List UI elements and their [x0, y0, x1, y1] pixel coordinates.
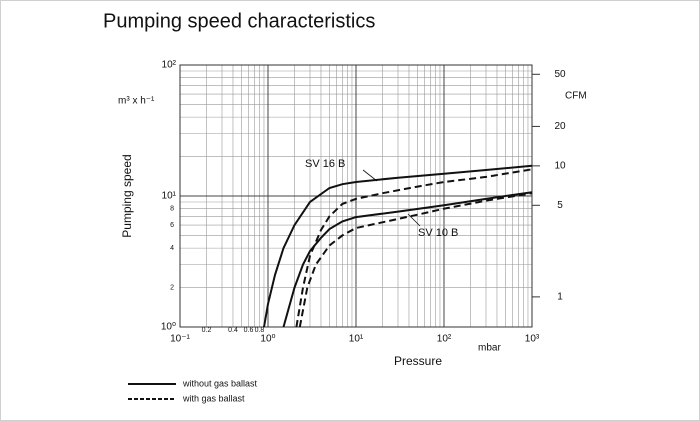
curve — [282, 191, 533, 328]
curve — [298, 192, 533, 328]
y-axis-label: Pumping speed — [120, 154, 134, 237]
plot-frame — [179, 64, 533, 328]
y2-axis-label: CFM — [565, 91, 587, 102]
x-tick-label: 10⁻¹ — [170, 334, 190, 345]
x-tick-label: 0.2 — [202, 327, 212, 334]
annotation: SV 10 B — [418, 227, 458, 239]
y-tick-label: 8 — [170, 206, 174, 213]
x-unit: mbar — [478, 343, 501, 354]
y-tick-label: 4 — [170, 245, 174, 252]
annotation: SV 16 B — [305, 158, 345, 170]
legend-label: without gas ballast — [182, 378, 258, 388]
x-tick-label: 10² — [437, 334, 452, 345]
y-tick-label: 2 — [170, 284, 174, 291]
annotation-leader — [362, 169, 378, 182]
chart-title: Pumping speed characteristics — [103, 10, 375, 32]
legend-label: with gas ballast — [182, 393, 245, 403]
x-tick-label: 10⁰ — [260, 334, 275, 345]
y2-tick-label: 10 — [554, 161, 566, 172]
y-tick-label: 10⁰ — [161, 322, 176, 333]
y-unit: m³ x h⁻¹ — [118, 96, 155, 107]
y2-tick-label: 20 — [554, 121, 566, 132]
curve — [263, 164, 533, 328]
x-tick-label: 0.6 — [244, 327, 254, 334]
x-tick-label: 10¹ — [349, 334, 364, 345]
annotation-leader — [407, 213, 421, 227]
x-tick-label: 0.4 — [228, 327, 238, 334]
x-tick-label: 10³ — [525, 334, 540, 345]
curve — [295, 168, 533, 328]
y2-tick-label: 50 — [554, 69, 566, 80]
x-axis-label: Pressure — [394, 354, 442, 368]
y2-tick-label: 5 — [557, 200, 563, 211]
y2-tick-label: 1 — [557, 292, 563, 303]
x-tick-label: 0.8 — [255, 327, 265, 334]
y-tick-label: 10¹ — [162, 191, 177, 202]
y-tick-label: 6 — [170, 222, 174, 229]
y-tick-label: 10² — [162, 60, 177, 71]
